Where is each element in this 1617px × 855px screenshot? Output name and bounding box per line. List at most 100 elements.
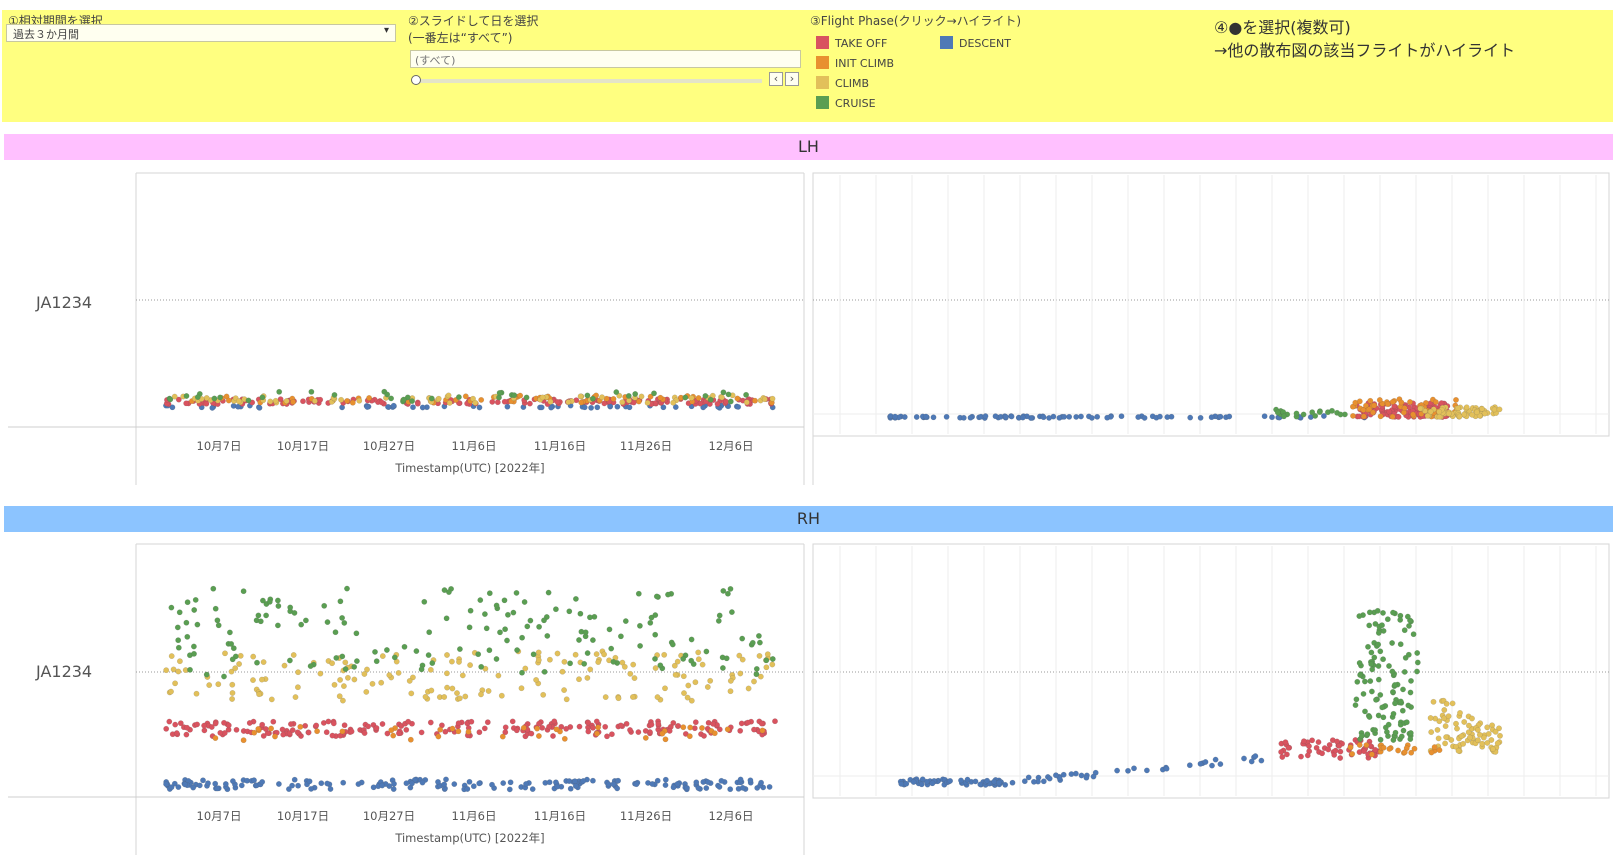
rh-time-point-cruise[interactable] — [215, 622, 222, 629]
lh-time-point-cruise[interactable] — [613, 389, 620, 395]
rh-dist-point-cruise[interactable] — [1380, 656, 1387, 663]
lh-time-point-descent[interactable] — [364, 404, 371, 410]
rh-time-point-descent[interactable] — [403, 780, 410, 787]
lh-dist-point-climb[interactable] — [1436, 413, 1443, 420]
rh-dist-point-cruise[interactable] — [1374, 607, 1381, 614]
lh-dist-point-cruise[interactable] — [1293, 410, 1300, 417]
lh-dist-point-cruise[interactable] — [1309, 409, 1316, 416]
lh-time-point-climb[interactable] — [472, 399, 479, 406]
rh-time-point-cruise[interactable] — [544, 633, 551, 639]
rh-time-point-take-off[interactable] — [373, 725, 380, 731]
rh-time-point-climb[interactable] — [448, 658, 455, 665]
rh-time-point-climb[interactable] — [369, 680, 376, 687]
lh-time-point-descent[interactable] — [476, 404, 483, 411]
lh-time-point-cruise[interactable] — [183, 393, 190, 399]
rh-time-point-cruise[interactable] — [321, 602, 328, 609]
rh-time-point-cruise[interactable] — [456, 646, 463, 652]
rh-time-point-cruise[interactable] — [608, 645, 615, 652]
lh-time-point-take-off[interactable] — [414, 400, 421, 407]
lh-dist-point-descent[interactable] — [1141, 414, 1148, 421]
rh-time-point-climb[interactable] — [340, 683, 347, 689]
lh-dist-point-init-climb[interactable] — [1389, 413, 1396, 420]
rh-time-point-climb[interactable] — [172, 680, 179, 687]
rh-dist-point-descent[interactable] — [1002, 781, 1009, 788]
rh-time-point-take-off[interactable] — [675, 723, 682, 729]
rh-time-point-descent[interactable] — [747, 777, 754, 784]
rh-time-point-climb[interactable] — [336, 693, 343, 700]
rh-dist-point-cruise[interactable] — [1375, 676, 1382, 683]
lh-dist-point-descent[interactable] — [1197, 414, 1204, 421]
rh-dist-point-take-off[interactable] — [1313, 744, 1320, 751]
rh-time-point-cruise[interactable] — [637, 622, 643, 629]
rh-dist-point-climb[interactable] — [1488, 737, 1495, 743]
rh-dist-point-cruise[interactable] — [1386, 663, 1392, 669]
rh-dist-point-climb[interactable] — [1448, 737, 1455, 743]
lh-time-point-climb[interactable] — [356, 397, 363, 404]
rh-time-point-cruise[interactable] — [203, 671, 210, 678]
rh-dist-point-cruise[interactable] — [1405, 702, 1412, 709]
rh-time-point-climb[interactable] — [595, 659, 602, 665]
rh-time-point-take-off[interactable] — [221, 719, 227, 726]
rh-time-point-cruise[interactable] — [716, 612, 723, 619]
rh-dist-point-cruise[interactable] — [1379, 704, 1386, 711]
rh-time-point-cruise[interactable] — [190, 643, 197, 650]
lh-dist-point-descent[interactable] — [1046, 414, 1053, 421]
rh-time-point-climb[interactable] — [615, 695, 622, 702]
rh-time-point-take-off[interactable] — [576, 723, 583, 730]
prev-day-button[interactable]: ‹ — [769, 72, 783, 86]
rh-time-point-cruise[interactable] — [353, 658, 360, 664]
lh-time-point-take-off[interactable] — [203, 400, 210, 407]
rh-time-point-cruise[interactable] — [665, 591, 671, 598]
rh-time-point-climb[interactable] — [736, 652, 743, 659]
rh-time-point-climb[interactable] — [692, 679, 699, 686]
lh-time-point-descent[interactable] — [235, 403, 242, 410]
rh-time-point-take-off[interactable] — [455, 720, 462, 727]
rh-time-point-cruise[interactable] — [618, 633, 624, 640]
rh-dist-point-take-off[interactable] — [1306, 743, 1312, 749]
rh-time-point-climb[interactable] — [456, 695, 463, 702]
rh-time-point-climb[interactable] — [175, 668, 182, 675]
lh-time-point-cruise[interactable] — [308, 388, 315, 395]
rh-time-point-init-climb[interactable] — [561, 735, 568, 742]
rh-time-point-take-off[interactable] — [259, 721, 266, 728]
rh-time-point-climb[interactable] — [222, 650, 228, 657]
lh-time-point-cruise[interactable] — [725, 391, 732, 398]
rh-time-point-take-off[interactable] — [513, 727, 520, 734]
rh-time-point-climb[interactable] — [498, 692, 505, 699]
lh-dist-point-climb[interactable] — [1491, 406, 1498, 413]
rh-time-point-climb[interactable] — [535, 649, 542, 656]
rh-dist-point-cruise[interactable] — [1366, 622, 1373, 629]
lh-time-point-init-climb[interactable] — [349, 399, 356, 406]
rh-time-point-cruise[interactable] — [576, 637, 582, 643]
rh-time-point-cruise[interactable] — [240, 588, 247, 595]
rh-time-point-descent[interactable] — [500, 780, 507, 786]
rh-time-point-take-off[interactable] — [635, 729, 642, 735]
rh-time-point-climb[interactable] — [630, 694, 636, 700]
rh-time-point-descent[interactable] — [695, 785, 702, 791]
rh-time-point-descent[interactable] — [605, 781, 612, 788]
lh-time-point-cruise[interactable] — [400, 396, 407, 403]
rh-time-point-climb[interactable] — [406, 678, 413, 684]
lh-time-point-init-climb[interactable] — [578, 399, 585, 406]
rh-time-point-cruise[interactable] — [648, 614, 655, 621]
rh-time-point-climb[interactable] — [344, 674, 351, 681]
rh-time-point-cruise[interactable] — [401, 643, 408, 650]
rh-dist-point-cruise[interactable] — [1390, 710, 1397, 717]
rh-time-point-descent[interactable] — [291, 776, 298, 783]
lh-time-point-take-off[interactable] — [317, 396, 324, 403]
rh-time-point-cruise[interactable] — [715, 618, 722, 624]
rh-time-point-take-off[interactable] — [604, 733, 610, 740]
rh-time-point-climb[interactable] — [229, 696, 236, 702]
rh-dist-point-init-climb[interactable] — [1386, 746, 1393, 752]
rh-time-point-cruise[interactable] — [486, 647, 493, 654]
rh-dist-point-descent[interactable] — [1125, 767, 1131, 774]
lh-time-point-climb[interactable] — [577, 393, 584, 400]
lh-time-point-cruise[interactable] — [245, 397, 252, 404]
rh-time-point-climb[interactable] — [215, 681, 222, 688]
rh-time-point-take-off[interactable] — [173, 730, 180, 736]
rh-time-point-cruise[interactable] — [477, 597, 484, 603]
rh-time-point-cruise[interactable] — [383, 647, 390, 653]
lh-time-point-init-climb[interactable] — [752, 397, 758, 404]
rh-time-point-take-off[interactable] — [405, 718, 412, 725]
lh-dist-point-init-climb[interactable] — [1366, 406, 1373, 413]
